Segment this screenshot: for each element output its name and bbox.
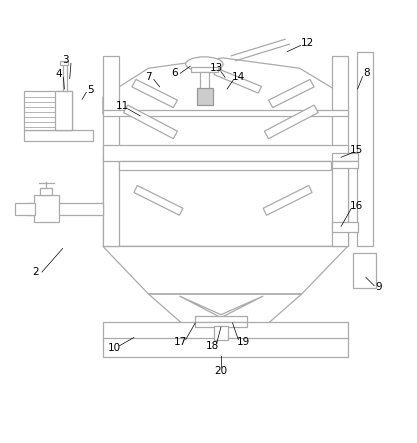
Polygon shape [263,186,312,215]
Bar [55,91,72,130]
Bar [191,67,218,72]
Bar [353,253,376,288]
Bar [103,110,348,116]
Bar [103,322,348,339]
Text: 6: 6 [171,68,178,78]
Polygon shape [134,186,183,215]
Bar [195,322,247,327]
Text: 8: 8 [364,68,370,78]
Polygon shape [264,105,318,139]
Text: 7: 7 [145,72,152,82]
Text: 3: 3 [62,55,69,65]
Text: 5: 5 [87,85,94,95]
Bar [63,64,67,91]
Bar [103,56,118,246]
Bar [197,88,213,105]
Polygon shape [269,79,314,108]
Text: 20: 20 [214,366,228,377]
Bar [332,56,348,246]
Text: 2: 2 [32,267,39,277]
Polygon shape [132,79,177,108]
Polygon shape [123,105,177,139]
Bar [332,222,358,232]
Text: 11: 11 [116,101,129,111]
Bar [332,153,358,161]
Bar [103,157,348,246]
Text: 18: 18 [206,341,219,351]
Bar [26,203,103,215]
Bar [119,161,331,170]
Bar [24,91,72,130]
Text: 10: 10 [108,343,121,353]
Bar [214,326,229,339]
Bar [24,130,93,141]
Bar [15,203,35,215]
Ellipse shape [186,57,223,71]
Bar [40,188,53,195]
Text: 17: 17 [174,337,187,346]
Bar [200,72,209,89]
Text: 13: 13 [209,63,223,73]
Text: 9: 9 [376,282,382,292]
Bar [60,61,68,65]
Polygon shape [214,68,261,93]
Text: 4: 4 [55,70,62,79]
Bar [357,52,372,246]
Text: 16: 16 [350,201,364,211]
Bar [103,145,348,161]
Bar [34,195,58,222]
Bar [103,338,348,357]
Bar [357,256,372,284]
Text: 14: 14 [232,72,245,82]
Text: 12: 12 [301,39,314,48]
Polygon shape [179,296,263,318]
Text: 19: 19 [237,337,250,346]
Text: 15: 15 [350,145,364,155]
Bar [195,316,247,322]
Bar [332,161,358,168]
